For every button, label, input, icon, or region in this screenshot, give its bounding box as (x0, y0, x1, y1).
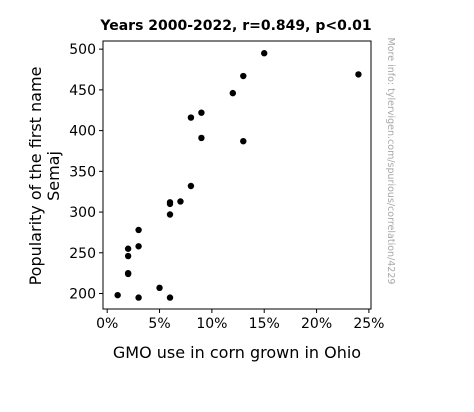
data-point (156, 284, 163, 292)
data-point (114, 291, 121, 299)
data-point (124, 252, 132, 260)
y-tick-label: 400 (69, 124, 96, 140)
x-tick-label: 10% (196, 316, 227, 332)
y-tick-label: 350 (69, 164, 96, 180)
source-note: More info: tylervigen.com/spurious/corre… (385, 38, 396, 285)
x-axis-ticks: 0% 5% 10% 15% 20% 25% (96, 309, 384, 332)
data-point (166, 294, 174, 301)
data-point (124, 245, 132, 252)
data-point (240, 137, 247, 145)
data-point (135, 226, 142, 234)
data-point (166, 199, 174, 206)
data-points (114, 50, 362, 301)
data-point (187, 114, 195, 121)
plot-frame (102, 40, 372, 310)
x-tick-label: 0% (96, 316, 118, 332)
y-tick-label: 250 (69, 246, 96, 262)
data-point (355, 71, 362, 78)
data-point (124, 269, 132, 277)
y-axis-title-line2: Semaj (44, 151, 63, 201)
x-tick-label: 15% (249, 316, 280, 332)
chart-title: Years 2000-2022, r=0.849, p<0.01 (99, 18, 371, 34)
data-point (261, 50, 268, 57)
data-point (240, 72, 247, 80)
data-point (229, 89, 237, 97)
y-tick-label: 450 (69, 83, 96, 99)
data-point (198, 134, 205, 142)
data-point (166, 211, 174, 218)
y-tick-label: 200 (69, 287, 96, 303)
x-tick-label: 5% (148, 316, 170, 332)
data-point (198, 109, 205, 116)
y-tick-label: 500 (69, 42, 96, 58)
y-tick-label: 300 (69, 205, 96, 221)
data-point (135, 243, 142, 250)
y-axis-ticks: 200 250 300 350 400 450 500 (69, 42, 103, 303)
x-tick-label: 20% (301, 316, 332, 332)
x-axis-title: GMO use in corn grown in Ohio (113, 343, 361, 362)
data-point (177, 198, 184, 205)
x-tick-label: 25% (353, 316, 384, 332)
data-point (187, 182, 195, 190)
y-axis-title-line1: Popularity of the first name (26, 67, 45, 286)
data-point (135, 294, 142, 301)
